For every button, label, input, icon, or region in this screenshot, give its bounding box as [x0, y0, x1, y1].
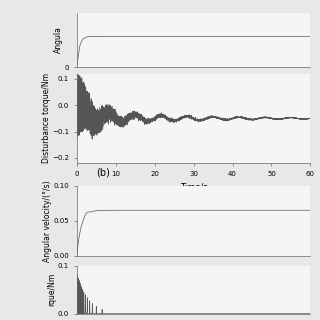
X-axis label: Time/s: Time/s — [180, 182, 207, 191]
Y-axis label: Angula: Angula — [54, 27, 63, 53]
Y-axis label: rque/Nm: rque/Nm — [48, 273, 57, 306]
Y-axis label: Disturbance torque/Nm: Disturbance torque/Nm — [42, 73, 51, 164]
Text: (b): (b) — [96, 168, 110, 178]
Y-axis label: Angular velocity/(°/s): Angular velocity/(°/s) — [43, 180, 52, 262]
